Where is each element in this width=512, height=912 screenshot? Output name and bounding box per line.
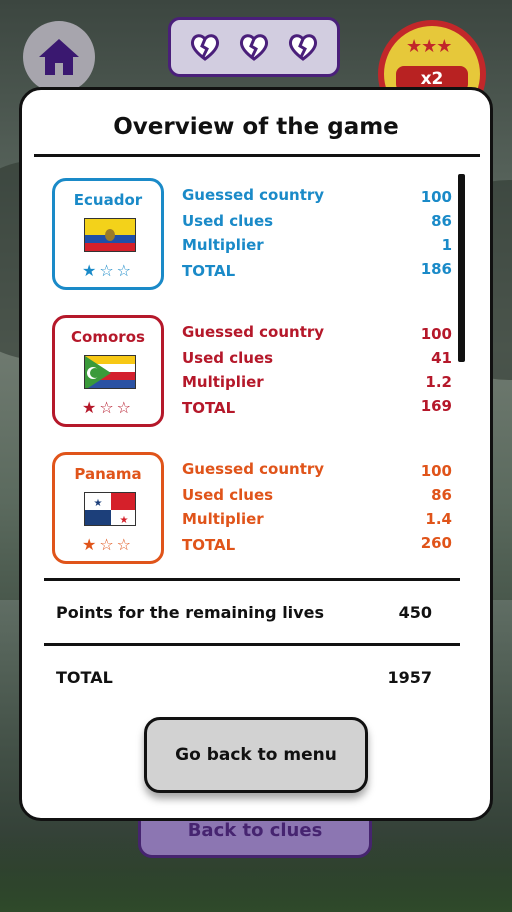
country-card: Panama ★ ★ ★☆☆: [52, 452, 164, 564]
country-card: Comoros ★☆☆: [52, 315, 164, 427]
difficulty-stars: ★☆☆: [81, 535, 135, 554]
clues-value: 86: [431, 486, 452, 504]
svg-text:★: ★: [94, 498, 103, 509]
grand-total-label: TOTAL: [56, 668, 113, 687]
guessed-label: Guessed country: [182, 460, 325, 478]
svg-text:★: ★: [120, 515, 129, 526]
broken-heart-icon: [288, 34, 318, 61]
guessed-value: 100: [420, 462, 452, 480]
guessed-value: 100: [420, 325, 452, 343]
country-card: Ecuador ★☆☆: [52, 178, 164, 290]
multiplier-value: 1: [441, 236, 452, 254]
clues-label: Used clues: [182, 212, 274, 230]
country-name: Comoros: [71, 328, 145, 346]
difficulty-stars: ★☆☆: [81, 398, 135, 417]
home-button[interactable]: [23, 21, 95, 93]
back-to-menu-button[interactable]: Go back to menu: [144, 717, 368, 793]
flag-panama-icon: ★ ★: [84, 492, 136, 526]
total-label: TOTAL: [182, 262, 236, 280]
total-value: 169: [420, 397, 452, 415]
multiplier-value: 1.4: [425, 510, 452, 528]
total-label: TOTAL: [182, 399, 236, 417]
country-name: Ecuador: [73, 191, 143, 209]
multiplier-label: Multiplier: [182, 236, 264, 254]
clues-label: Used clues: [182, 486, 274, 504]
country-row-panama: Panama ★ ★ ★☆☆ Guessed country 100 Used …: [52, 452, 452, 566]
multiplier-stars: ★★★: [406, 36, 452, 57]
guessed-label: Guessed country: [182, 186, 325, 204]
broken-heart-icon: [239, 34, 269, 61]
modal-title: Overview of the game: [113, 114, 399, 140]
scrollbar[interactable]: [458, 174, 465, 362]
clues-label: Used clues: [182, 349, 274, 367]
remaining-lives-value: 450: [398, 603, 432, 622]
lives-counter: [168, 17, 340, 77]
difficulty-stars: ★☆☆: [81, 261, 135, 280]
summary-divider: [44, 578, 460, 581]
broken-heart-icon: [190, 34, 220, 61]
home-icon: [39, 39, 79, 75]
clues-value: 41: [431, 349, 452, 367]
guessed-label: Guessed country: [182, 323, 325, 341]
country-name: Panama: [74, 465, 142, 483]
overview-modal: Overview of the game Ecuador ★☆☆ Guessed…: [19, 87, 493, 821]
grand-total-value: 1957: [387, 668, 432, 687]
remaining-lives-label: Points for the remaining lives: [56, 603, 324, 622]
guessed-value: 100: [420, 188, 452, 206]
total-divider: [44, 643, 460, 646]
total-value: 186: [420, 260, 452, 278]
country-row-comoros: Comoros ★☆☆ Guessed country 100 Used clu…: [52, 315, 452, 429]
clues-value: 86: [431, 212, 452, 230]
multiplier-value: 1.2: [425, 373, 452, 391]
flag-comoros-icon: [84, 355, 136, 389]
title-divider: [34, 154, 480, 157]
total-label: TOTAL: [182, 536, 236, 554]
country-row-ecuador: Ecuador ★☆☆ Guessed country 100 Used clu…: [52, 178, 452, 292]
multiplier-label: Multiplier: [182, 510, 264, 528]
total-value: 260: [420, 534, 452, 552]
multiplier-label: Multiplier: [182, 373, 264, 391]
flag-ecuador-icon: [84, 218, 136, 252]
